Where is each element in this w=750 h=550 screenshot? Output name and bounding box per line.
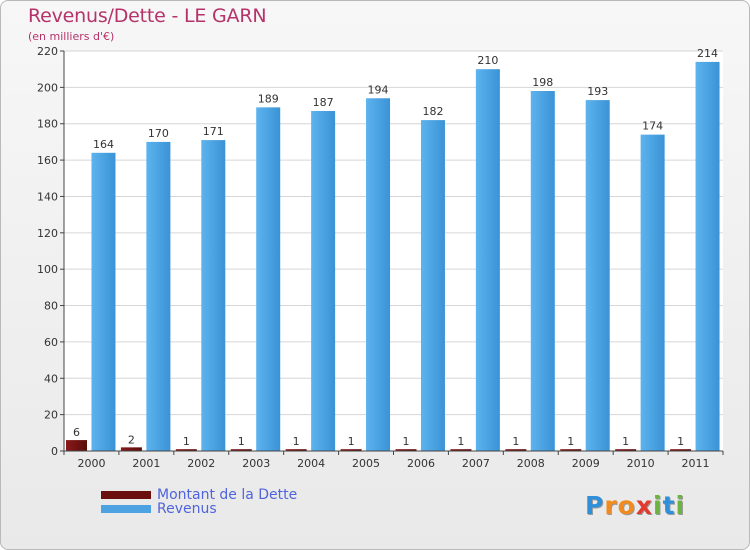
logo-letter: t (662, 491, 676, 520)
x-tick-label-2009: 2009 (572, 457, 600, 470)
bar-dette-2005 (340, 449, 362, 451)
logo-letter: x (635, 491, 653, 520)
x-tick-label-2001: 2001 (132, 457, 160, 470)
data-label-revenus-2002: 171 (203, 125, 224, 138)
data-label-dette-2011: 1 (677, 435, 684, 448)
logo-letter: i (675, 491, 686, 520)
data-label-dette-2001: 2 (128, 433, 135, 446)
bar-dette-2007 (450, 449, 472, 451)
bar-revenus-2006 (420, 120, 445, 451)
x-tick-label-2011: 2011 (682, 457, 710, 470)
bar-dette-2003 (230, 449, 252, 451)
data-label-revenus-2008: 198 (532, 76, 553, 89)
y-tick-label: 40 (44, 372, 58, 385)
bar-dette-2002 (175, 449, 197, 451)
data-label-dette-2009: 1 (567, 435, 574, 448)
legend-item-revenus: Revenus (101, 501, 217, 517)
y-tick-label: 0 (51, 445, 58, 458)
y-tick-label: 100 (37, 263, 58, 276)
data-label-revenus-2001: 170 (148, 127, 169, 140)
proxiti-logo: Proxiti (585, 491, 685, 520)
data-label-dette-2007: 1 (457, 435, 464, 448)
bar-revenus-2008 (530, 91, 555, 451)
axes (60, 50, 724, 455)
x-tick-label-2006: 2006 (407, 457, 435, 470)
bars (66, 61, 720, 452)
bar-dette-2009 (560, 449, 582, 451)
bar-dette-2004 (285, 449, 307, 451)
x-tick-label-2010: 2010 (627, 457, 655, 470)
chart-subtitle: (en milliers d'€) (28, 30, 115, 43)
bar-revenus-2000 (91, 152, 116, 451)
x-tick-label-2005: 2005 (352, 457, 380, 470)
x-tick-label-2003: 2003 (242, 457, 270, 470)
y-tick-label: 20 (44, 409, 58, 422)
bar-revenus-2005 (366, 98, 391, 451)
legend-swatch-dette (101, 491, 151, 499)
data-label-revenus-2010: 174 (642, 120, 663, 133)
bar-revenus-2001 (146, 141, 171, 451)
bar-revenus-2002 (201, 140, 226, 451)
bar-dette-2000 (66, 440, 87, 451)
data-label-revenus-2005: 194 (368, 83, 389, 96)
bar-dette-2006 (395, 449, 417, 451)
logo-letter: P (585, 491, 605, 520)
bar-revenus-2003 (256, 107, 281, 451)
y-tick-label: 160 (37, 154, 58, 167)
data-label-revenus-2007: 210 (477, 54, 498, 67)
y-tick-label: 180 (37, 118, 58, 131)
labels: 0204060801001201401601802002206164200021… (37, 45, 718, 470)
y-tick-label: 80 (44, 300, 58, 313)
data-label-dette-2003: 1 (238, 435, 245, 448)
data-label-revenus-2004: 187 (313, 96, 334, 109)
data-label-revenus-2006: 182 (422, 105, 443, 118)
bar-revenus-2009 (585, 100, 610, 451)
plot-area (64, 51, 723, 451)
logo-letter: r (604, 491, 618, 520)
y-tick-label: 140 (37, 190, 58, 203)
logo-letter: i (653, 491, 663, 520)
bar-revenus-2011 (695, 61, 720, 452)
data-label-dette-2002: 1 (183, 435, 190, 448)
bar-revenus-2004 (311, 111, 336, 451)
bar-dette-2001 (120, 447, 142, 451)
bar-dette-2010 (615, 449, 637, 451)
x-tick-label-2002: 2002 (187, 457, 215, 470)
data-label-dette-2005: 1 (348, 435, 355, 448)
data-label-revenus-2011: 214 (697, 47, 718, 60)
logo-letter: o (617, 491, 636, 520)
data-label-revenus-2003: 189 (258, 92, 279, 105)
bar-revenus-2007 (475, 69, 500, 451)
legend-label-revenus: Revenus (157, 501, 217, 517)
data-label-revenus-2009: 193 (587, 85, 608, 98)
x-tick-label-2008: 2008 (517, 457, 545, 470)
bar-dette-2011 (670, 449, 692, 451)
data-label-revenus-2000: 164 (93, 138, 114, 151)
data-label-dette-2004: 1 (293, 435, 300, 448)
y-tick-label: 120 (37, 227, 58, 240)
legend-swatch-revenus (101, 505, 151, 513)
grid-lines (64, 50, 723, 452)
y-tick-label: 220 (37, 45, 58, 58)
data-label-dette-2008: 1 (512, 435, 519, 448)
data-label-dette-2010: 1 (622, 435, 629, 448)
data-label-dette-2006: 1 (403, 435, 410, 448)
legend-label-dette: Montant de la Dette (157, 487, 298, 503)
x-tick-label-2004: 2004 (297, 457, 325, 470)
bar-dette-2008 (505, 449, 527, 451)
x-tick-label-2000: 2000 (77, 457, 105, 470)
data-label-dette-2000: 6 (73, 426, 80, 439)
y-tick-label: 200 (37, 81, 58, 94)
y-tick-label: 60 (44, 336, 58, 349)
bar-revenus-2010 (640, 134, 665, 452)
legend-item-dette: Montant de la Dette (101, 487, 297, 503)
x-tick-label-2007: 2007 (462, 457, 490, 470)
chart-title: Revenus/Dette - LE GARN (28, 5, 267, 27)
